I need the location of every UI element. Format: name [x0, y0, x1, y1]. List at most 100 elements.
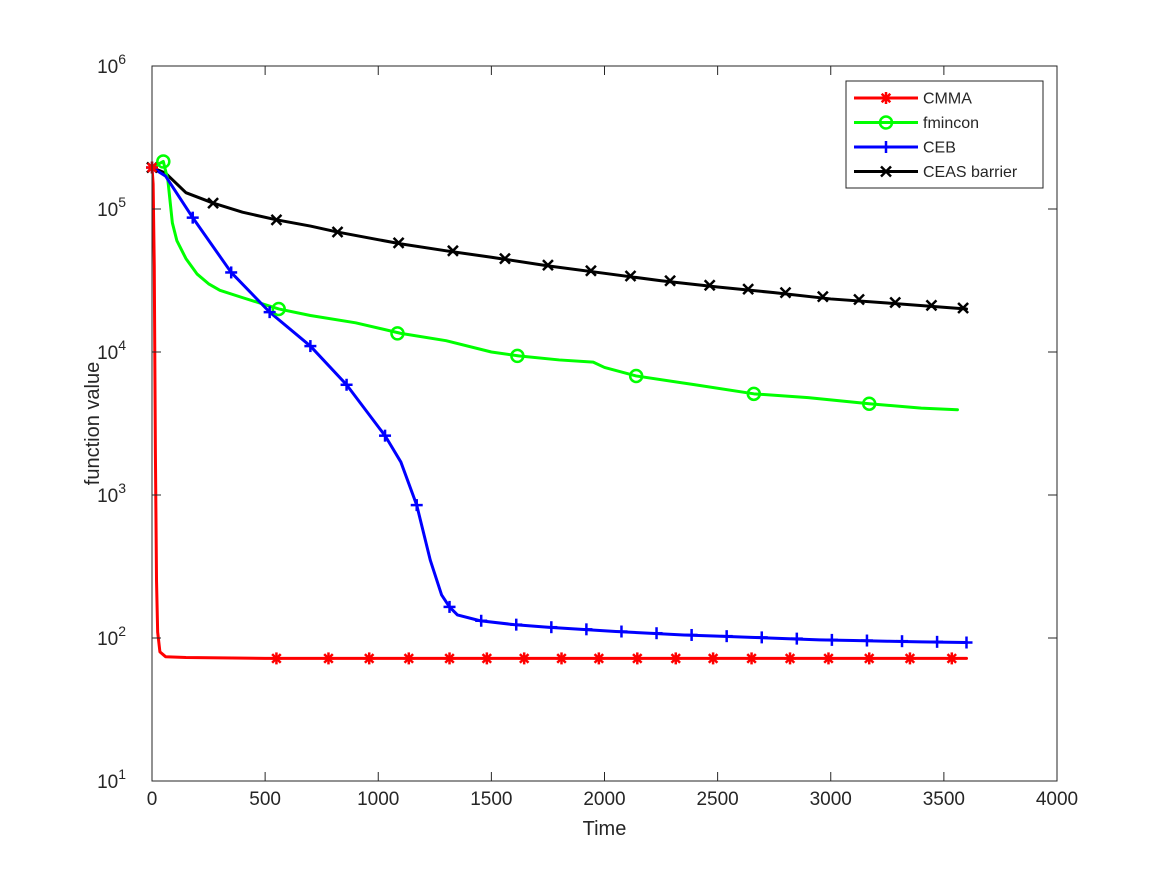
legend-marker-cmma	[880, 92, 892, 104]
data-point-cmma	[784, 652, 797, 665]
y-tick-base: 10	[97, 629, 118, 650]
legend-marker-ceas-barrier	[880, 165, 892, 178]
data-point-ceb	[510, 618, 523, 631]
data-point-cmma	[822, 652, 835, 665]
data-point-ceb	[340, 378, 353, 391]
data-point-ceas-barrier	[742, 283, 755, 296]
data-point-ceas-barrier	[925, 299, 938, 312]
data-point-ceas-barrier	[207, 197, 219, 209]
series-line-fmincon	[152, 159, 959, 412]
x-tick-label: 2000	[583, 789, 625, 810]
data-point-cmma	[480, 652, 493, 665]
x-tick-label: 3000	[810, 789, 852, 810]
data-point-cmma	[903, 652, 916, 665]
data-point-fmincon	[156, 154, 171, 169]
data-point-fmincon	[746, 386, 762, 402]
data-point-ceb	[896, 635, 909, 648]
data-point-ceb	[755, 631, 768, 644]
data-point-cmma	[555, 652, 568, 665]
data-point-fmincon	[510, 348, 525, 364]
data-point-ceb	[580, 623, 593, 636]
data-point-ceas-barrier	[447, 244, 459, 257]
x-tick-label: 2500	[696, 789, 738, 810]
data-point-ceb	[304, 340, 317, 353]
data-point-ceas-barrier	[499, 252, 511, 265]
legend-item-fmincon: fmincon	[854, 115, 979, 132]
legend-label-fmincon: fmincon	[923, 115, 979, 132]
data-point-ceas-barrier	[624, 270, 637, 282]
y-tick-exponent: 2	[118, 623, 126, 639]
data-point-ceas-barrier	[889, 296, 902, 309]
data-point-ceas-barrier	[957, 302, 969, 314]
data-point-cmma	[592, 652, 605, 665]
data-point-ceas-barrier	[585, 264, 597, 277]
data-point-cmma	[363, 652, 376, 665]
data-point-fmincon	[861, 396, 877, 411]
x-tick-label: 0	[147, 789, 158, 810]
legend-label-cmma: CMMA	[923, 91, 972, 108]
data-point-ceb	[545, 621, 558, 634]
legend-item-cmma: CMMA	[854, 91, 972, 108]
legend-marker-fmincon	[878, 115, 894, 130]
data-point-ceb	[650, 627, 663, 640]
data-point-ceb	[790, 632, 803, 645]
data-point-cmma	[322, 652, 335, 665]
y-tick-label: 105	[97, 194, 126, 221]
y-tick-label: 101	[97, 766, 126, 793]
y-axis-label: function value	[82, 362, 104, 485]
legend-label-ceb: CEB	[923, 140, 956, 157]
data-point-fmincon	[628, 368, 644, 384]
data-point-ceb	[475, 614, 488, 627]
data-point-ceas-barrier	[392, 236, 405, 249]
legend: CMMA fmincon CEB CEAS barrier	[845, 80, 1044, 189]
x-tick-label: 500	[249, 789, 281, 810]
data-point-ceas-barrier	[853, 293, 865, 306]
data-point-ceb	[263, 306, 276, 319]
y-tick-exponent: 6	[118, 51, 126, 67]
y-tick-base: 10	[97, 486, 118, 507]
x-tick-label: 3500	[923, 789, 965, 810]
x-axis-label: Time	[583, 818, 627, 840]
data-point-cmma	[518, 652, 531, 665]
y-tick-label: 102	[97, 623, 126, 650]
data-point-ceas-barrier	[331, 226, 344, 238]
data-point-ceas-barrier	[664, 274, 676, 287]
data-point-cmma	[402, 652, 415, 665]
y-tick-exponent: 3	[118, 480, 126, 496]
data-point-ceb	[615, 625, 628, 638]
data-point-ceb	[410, 499, 423, 512]
y-tick-base: 10	[97, 343, 118, 364]
x-tick-label: 4000	[1036, 789, 1078, 810]
legend-item-ceas-barrier: CEAS barrier	[854, 164, 1018, 181]
y-tick-base: 10	[97, 772, 118, 793]
x-tick-label: 1000	[357, 789, 399, 810]
data-point-ceb	[960, 636, 973, 649]
data-point-cmma	[270, 652, 283, 665]
y-tick-label: 104	[97, 337, 126, 364]
data-point-ceb	[379, 429, 392, 442]
data-point-cmma	[443, 652, 456, 665]
y-tick-label: 106	[97, 51, 126, 78]
data-point-cmma	[745, 652, 758, 665]
data-point-ceb	[931, 635, 944, 648]
legend-item-ceb: CEB	[854, 140, 956, 157]
data-point-fmincon	[390, 326, 405, 341]
data-point-ceb	[720, 630, 733, 643]
data-point-cmma	[707, 652, 720, 665]
data-point-ceb	[186, 211, 199, 224]
data-point-ceb	[443, 600, 456, 613]
data-point-ceas-barrier	[542, 259, 554, 272]
x-tick-label: 1500	[470, 789, 512, 810]
y-tick-label: 103	[97, 480, 126, 507]
data-point-ceas-barrier	[703, 279, 716, 292]
data-point-ceas-barrier	[270, 213, 283, 226]
legend-marker-ceb	[880, 141, 892, 153]
y-tick-exponent: 5	[118, 194, 126, 210]
data-point-cmma	[945, 652, 958, 665]
data-point-ceas-barrier	[779, 286, 792, 299]
data-point-ceb	[225, 266, 238, 279]
data-point-ceas-barrier	[816, 290, 829, 303]
data-point-cmma	[669, 652, 682, 665]
